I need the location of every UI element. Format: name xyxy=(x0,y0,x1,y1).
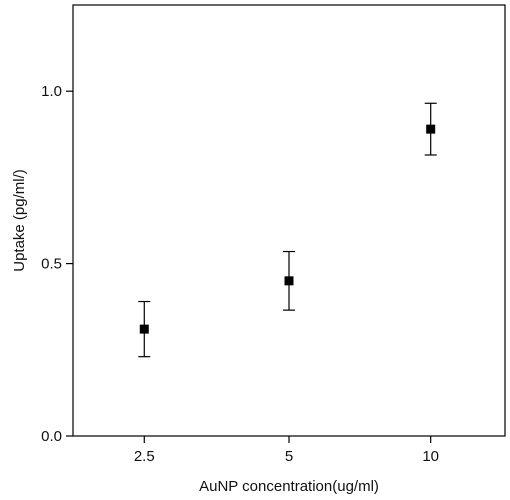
data-point-marker xyxy=(139,324,149,334)
x-axis-ticks: 2.5 5 10 xyxy=(134,436,439,465)
data-point-group xyxy=(424,102,437,156)
y-tick-label: 1.0 xyxy=(41,83,62,100)
x-tick-label: 2.5 xyxy=(134,448,155,465)
x-tick-label: 10 xyxy=(422,448,439,465)
data-point-marker xyxy=(426,124,436,134)
data-point-group xyxy=(138,300,151,358)
data-point-group xyxy=(283,250,295,311)
y-axis-label: Uptake (pg/ml/) xyxy=(11,169,28,272)
plot-frame xyxy=(72,4,506,437)
data-point-marker xyxy=(284,276,294,286)
y-axis-ticks: 0.0 0.5 1.0 xyxy=(41,83,73,445)
data-points xyxy=(138,102,437,358)
x-axis-label: AuNP concentration(ug/ml) xyxy=(199,478,379,495)
y-tick-label: 0.0 xyxy=(41,428,62,445)
x-tick-label: 5 xyxy=(285,448,293,465)
y-tick-label: 0.5 xyxy=(41,256,62,273)
